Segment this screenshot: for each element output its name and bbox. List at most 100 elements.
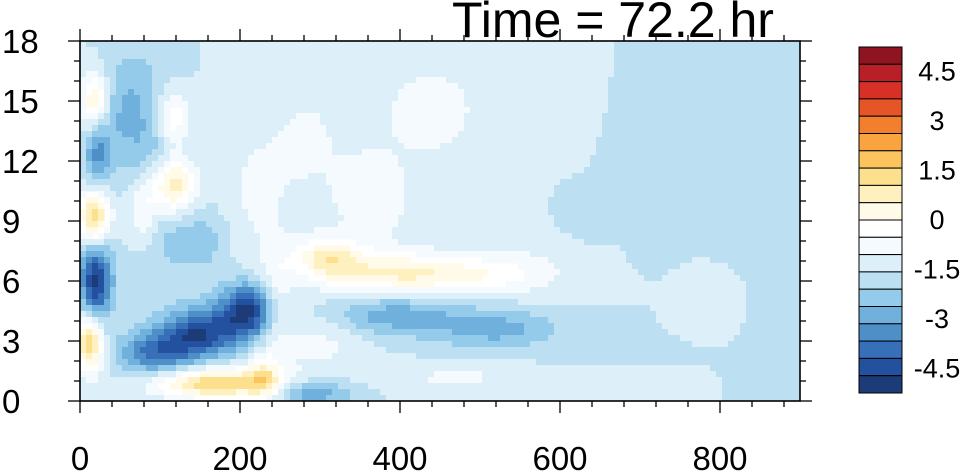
- heatmap-cell: [446, 263, 453, 270]
- heatmap-cell: [710, 269, 717, 276]
- heatmap-cell: [194, 173, 201, 180]
- heatmap-cell: [260, 191, 267, 198]
- heatmap-cell: [482, 227, 489, 234]
- heatmap-cell: [122, 83, 129, 90]
- heatmap-cell: [698, 227, 705, 234]
- heatmap-cell: [104, 155, 111, 162]
- heatmap-cell: [452, 47, 459, 54]
- heatmap-cell: [560, 287, 567, 294]
- heatmap-cell: [656, 113, 663, 120]
- heatmap-cell: [314, 245, 321, 252]
- heatmap-cell: [782, 197, 789, 204]
- heatmap-cell: [398, 233, 405, 240]
- heatmap-cell: [650, 41, 657, 48]
- heatmap-cell: [488, 83, 495, 90]
- heatmap-cell: [704, 59, 711, 66]
- heatmap-cell: [626, 119, 633, 126]
- heatmap-cell: [788, 125, 795, 132]
- heatmap-cell: [224, 227, 231, 234]
- heatmap-cell: [218, 275, 225, 282]
- heatmap-cell: [764, 185, 771, 192]
- heatmap-cell: [230, 287, 237, 294]
- heatmap-cell: [434, 245, 441, 252]
- heatmap-cell: [272, 233, 279, 240]
- heatmap-cell: [266, 239, 273, 246]
- heatmap-cell: [728, 83, 735, 90]
- heatmap-cell: [524, 251, 531, 258]
- heatmap-cell: [392, 257, 399, 264]
- heatmap-cell: [104, 281, 111, 288]
- heatmap-cell: [698, 263, 705, 270]
- heatmap-cell: [272, 275, 279, 282]
- heatmap-cell: [284, 149, 291, 156]
- heatmap-cell: [332, 89, 339, 96]
- heatmap-cell: [758, 53, 765, 60]
- heatmap-cell: [512, 203, 519, 210]
- heatmap-cell: [794, 257, 800, 264]
- heatmap-cell: [158, 185, 165, 192]
- heatmap-cell: [656, 263, 663, 270]
- heatmap-cell: [758, 77, 765, 84]
- heatmap-cell: [164, 221, 171, 228]
- heatmap-cell: [650, 167, 657, 174]
- heatmap-cell: [290, 83, 297, 90]
- heatmap-cell: [422, 53, 429, 60]
- heatmap-cell: [350, 263, 357, 270]
- heatmap-cell: [146, 83, 153, 90]
- heatmap-cell: [98, 239, 105, 246]
- heatmap-cell: [740, 143, 747, 150]
- heatmap-cell: [254, 197, 261, 204]
- heatmap-cell: [236, 149, 243, 156]
- heatmap-cell: [236, 41, 243, 48]
- heatmap-cell: [350, 101, 357, 108]
- heatmap-cell: [482, 41, 489, 48]
- heatmap-cell: [704, 203, 711, 210]
- heatmap-cell: [170, 257, 177, 264]
- heatmap-cell: [776, 59, 783, 66]
- heatmap-cell: [548, 179, 555, 186]
- heatmap-cell: [326, 149, 333, 156]
- heatmap-cell: [242, 71, 249, 78]
- heatmap-cell: [464, 287, 471, 294]
- heatmap-cell: [434, 275, 441, 282]
- heatmap-cell: [554, 53, 561, 60]
- heatmap-cell: [566, 221, 573, 228]
- heatmap-cell: [224, 197, 231, 204]
- heatmap-cell: [458, 233, 465, 240]
- heatmap-cell: [98, 71, 105, 78]
- heatmap-cell: [338, 185, 345, 192]
- heatmap-cell: [458, 77, 465, 84]
- heatmap-cell: [248, 269, 255, 276]
- heatmap-cell: [656, 125, 663, 132]
- heatmap-cell: [314, 131, 321, 138]
- heatmap-cell: [650, 71, 657, 78]
- heatmap-cell: [152, 119, 159, 126]
- heatmap-cell: [218, 203, 225, 210]
- heatmap-cell: [110, 263, 117, 270]
- heatmap-cell: [416, 119, 423, 126]
- heatmap-cell: [236, 281, 243, 288]
- heatmap-cell: [284, 137, 291, 144]
- heatmap-cell: [596, 281, 603, 288]
- heatmap-cell: [596, 167, 603, 174]
- heatmap-cell: [368, 137, 375, 144]
- heatmap-cell: [680, 77, 687, 84]
- heatmap-cell: [194, 269, 201, 276]
- heatmap-cell: [188, 149, 195, 156]
- heatmap-cell: [344, 287, 351, 294]
- heatmap-cell: [170, 263, 177, 270]
- heatmap-cell: [410, 119, 417, 126]
- heatmap-cell: [332, 269, 339, 276]
- heatmap-cell: [704, 245, 711, 252]
- heatmap-cell: [338, 89, 345, 96]
- heatmap-cell: [566, 113, 573, 120]
- heatmap-cell: [98, 257, 105, 264]
- heatmap-cell: [764, 95, 771, 102]
- heatmap-cell: [236, 167, 243, 174]
- heatmap-cell: [530, 161, 537, 168]
- heatmap-cell: [176, 233, 183, 240]
- heatmap-cell: [578, 227, 585, 234]
- heatmap-cell: [662, 221, 669, 228]
- heatmap-cell: [470, 125, 477, 132]
- heatmap-cell: [524, 275, 531, 282]
